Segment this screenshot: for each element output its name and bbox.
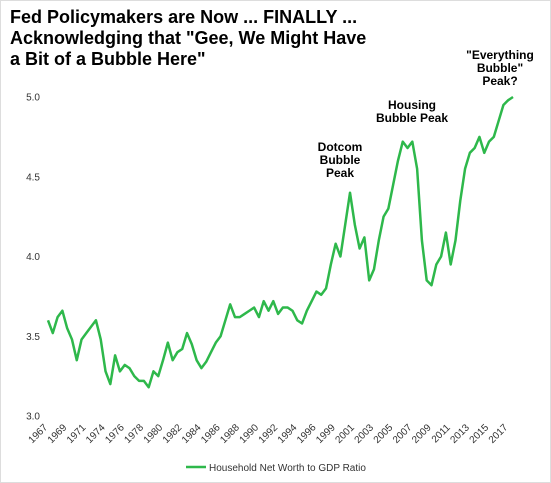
- y-tick-label: 4.0: [26, 252, 40, 263]
- y-tick-label: 5.0: [26, 93, 40, 104]
- annotation: Bubble": [477, 61, 523, 75]
- data-line: [46, 95, 514, 389]
- annotation: Dotcom: [318, 140, 363, 154]
- annotation: Peak?: [482, 74, 517, 88]
- y-tick-label: 3.0: [26, 412, 40, 423]
- annotation: Bubble: [320, 153, 361, 167]
- annotation: Housing: [388, 98, 436, 112]
- chart-title: a Bit of a Bubble Here": [10, 49, 206, 69]
- annotation: Peak: [326, 166, 354, 180]
- annotation: Bubble Peak: [376, 111, 448, 125]
- chart-title: Acknowledging that "Gee, We Might Have: [10, 28, 366, 48]
- y-tick-label: 4.5: [26, 172, 40, 183]
- y-tick-label: 3.5: [26, 332, 40, 343]
- annotation: "Everything: [466, 48, 534, 62]
- chart-title: Fed Policymakers are Now ... FINALLY ...: [10, 7, 357, 27]
- legend-label: Household Net Worth to GDP Ratio: [209, 463, 366, 474]
